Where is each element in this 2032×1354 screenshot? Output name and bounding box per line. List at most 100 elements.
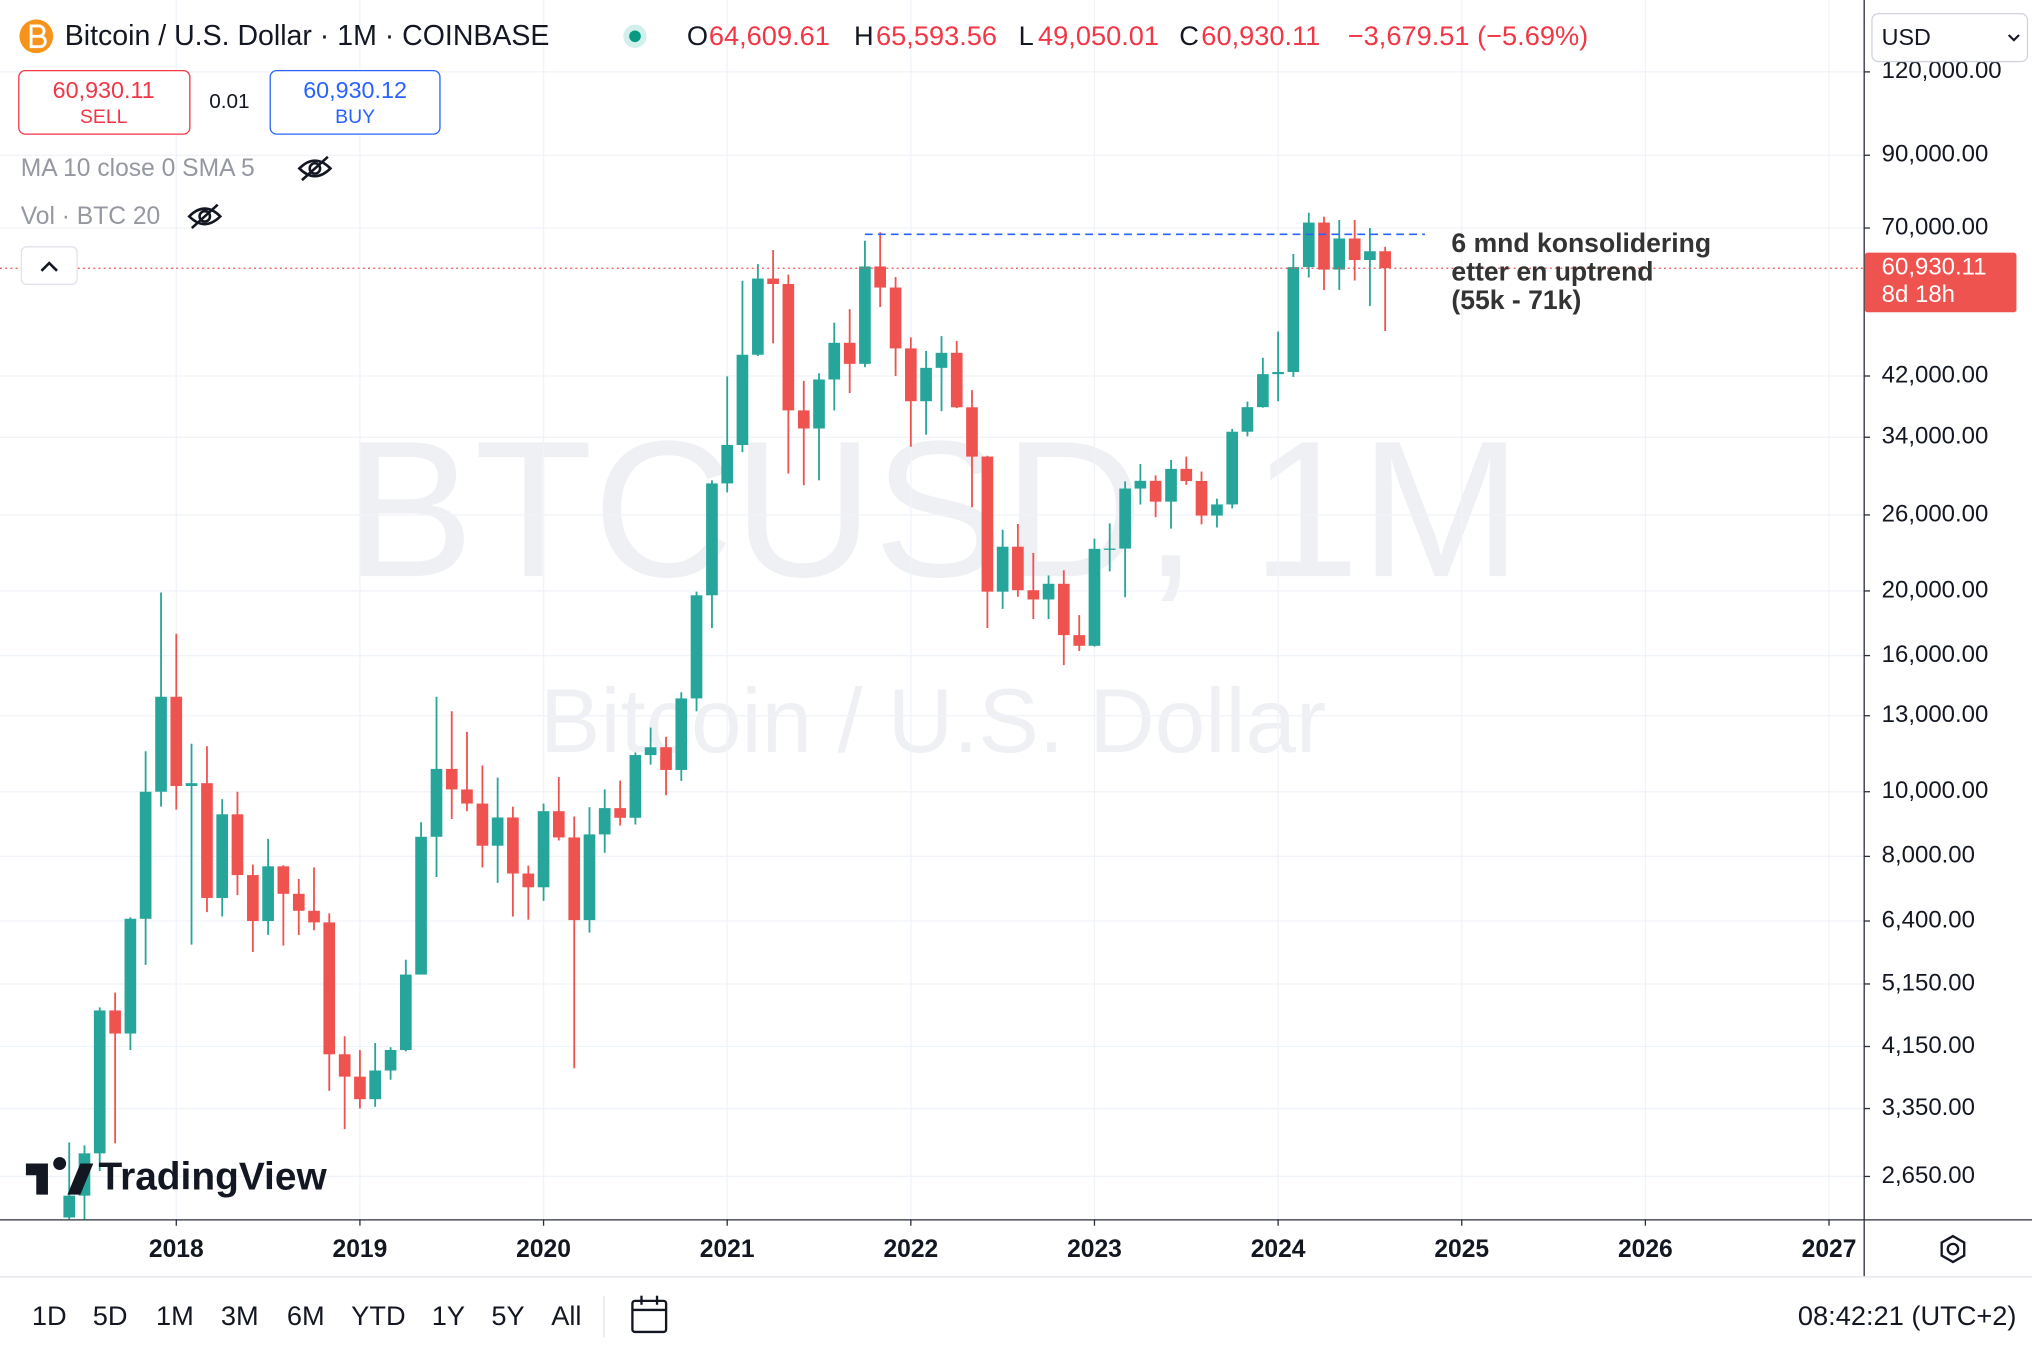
candle-body [216, 814, 229, 898]
indicator-volume[interactable]: Vol · BTC 20 [21, 203, 161, 230]
candle-body [139, 791, 152, 919]
candle-body [690, 595, 703, 699]
logo: TradingView [25, 1155, 327, 1198]
candle-body [904, 348, 917, 402]
candle-body [950, 352, 963, 408]
hide-icon[interactable] [297, 155, 333, 182]
last-price-label: 60,930.11 [1882, 254, 1987, 281]
range-button[interactable]: 1M [156, 1300, 194, 1331]
candle-body [660, 747, 672, 770]
candle-body [1379, 251, 1391, 269]
high-label: H [854, 20, 874, 51]
candle-body [1149, 480, 1162, 502]
candle-body [415, 836, 427, 975]
collapse-chevron [40, 261, 58, 272]
candle-body [1333, 238, 1346, 270]
candle-body [966, 407, 978, 457]
range-button[interactable]: 5D [93, 1300, 128, 1331]
buy-button[interactable] [269, 69, 441, 135]
buy-label: BUY [335, 106, 375, 128]
candle-body [1180, 468, 1193, 482]
candle-body [996, 546, 1009, 592]
candle-body [1012, 546, 1024, 591]
candle-body [430, 768, 443, 837]
candle-body [721, 444, 734, 484]
candle-body [629, 755, 642, 818]
y-tick-label: 8,000.00 [1882, 842, 1975, 869]
clock[interactable]: 08:42:21 (UTC+2) [1798, 1300, 2017, 1331]
low-label: L [1019, 20, 1034, 51]
candle-body [1272, 372, 1284, 375]
bottom-toolbar: 08:42:21 (UTC+2) 1D 5D 1M 3M 6M YTD 1Y 5Y All [32, 1295, 2017, 1338]
candle-body [767, 278, 779, 285]
range-button[interactable]: YTD [351, 1300, 405, 1331]
candle-body [859, 266, 871, 364]
candle-body [874, 266, 886, 288]
candle-body [93, 1010, 106, 1154]
y-tick-label: 3,350.00 [1882, 1094, 1975, 1121]
candle-body [813, 379, 825, 429]
annotation-line: (55k - 71k) [1451, 285, 1581, 315]
currency-button[interactable] [1871, 12, 2029, 63]
candle-body [185, 783, 198, 786]
hide-icon[interactable] [187, 203, 223, 230]
candle-body [552, 811, 565, 838]
range-button[interactable]: 5Y [491, 1300, 524, 1331]
annotation-line: 6 mnd konsolidering [1451, 228, 1711, 258]
candle-body [568, 837, 581, 921]
candle-body [1257, 374, 1269, 408]
candle-body [323, 922, 336, 1055]
x-tick-label: 2021 [700, 1236, 755, 1263]
candle-body [170, 696, 183, 786]
candle-body [1211, 504, 1223, 516]
axes: 120,000.0090,000.0070,000.0042,000.0034,… [149, 57, 2017, 1263]
range-button[interactable]: 3M [221, 1300, 259, 1331]
candle-body [292, 893, 305, 911]
candle-body [155, 696, 167, 792]
change-value: −3,679.51 (−5.69%) [1348, 20, 1589, 51]
candle-body [1302, 222, 1315, 268]
candle-body [400, 974, 412, 1051]
candle-body [644, 747, 657, 756]
symbol-title[interactable]: Bitcoin / U.S. Dollar · 1M · COINBASE [65, 20, 550, 52]
candle-body [614, 808, 626, 818]
sell-button[interactable] [18, 69, 191, 135]
candle-body [491, 817, 504, 846]
candle-body [63, 1195, 76, 1218]
candle-body [736, 354, 749, 445]
x-tick-label: 2020 [516, 1236, 571, 1263]
y-tick-label: 13,000.00 [1882, 701, 1989, 728]
y-tick-label: 5,150.00 [1882, 969, 1975, 996]
candle-body [1287, 267, 1300, 373]
candle-body [1348, 238, 1361, 261]
date-range-icon[interactable] [631, 1295, 668, 1334]
candle-body [1103, 548, 1116, 550]
open-label: O [687, 20, 708, 51]
candle-body [935, 352, 948, 368]
range-button[interactable]: 6M [287, 1300, 325, 1331]
candle-body [231, 814, 244, 876]
candle-body [262, 866, 274, 922]
candle-body [1042, 583, 1055, 600]
candle-body [1057, 583, 1070, 636]
y-tick-label: 16,000.00 [1882, 641, 1989, 668]
candle-body [109, 1010, 121, 1034]
range-button[interactable]: 1Y [432, 1300, 465, 1331]
candle-body [981, 456, 994, 592]
header: Bitcoin / U.S. Dollar · 1M · COINBASE O … [19, 19, 1589, 54]
range-button[interactable]: All [551, 1300, 581, 1331]
x-tick-label: 2027 [1802, 1236, 1857, 1263]
indicators: MA 10 close 0 SMA 5 Vol · BTC 20 [20, 155, 333, 286]
close-label: C [1179, 20, 1199, 51]
settings-icon[interactable] [1940, 1234, 1966, 1264]
candle-body [124, 918, 137, 1034]
candle-body [1318, 222, 1330, 270]
logo-mark [25, 1157, 94, 1195]
indicator-ma[interactable]: MA 10 close 0 SMA 5 [21, 155, 255, 182]
x-tick-label: 2025 [1434, 1236, 1489, 1263]
range-button[interactable]: 1D [32, 1300, 67, 1331]
y-tick-label: 70,000.00 [1882, 213, 1989, 240]
collapse-button[interactable] [20, 246, 78, 286]
